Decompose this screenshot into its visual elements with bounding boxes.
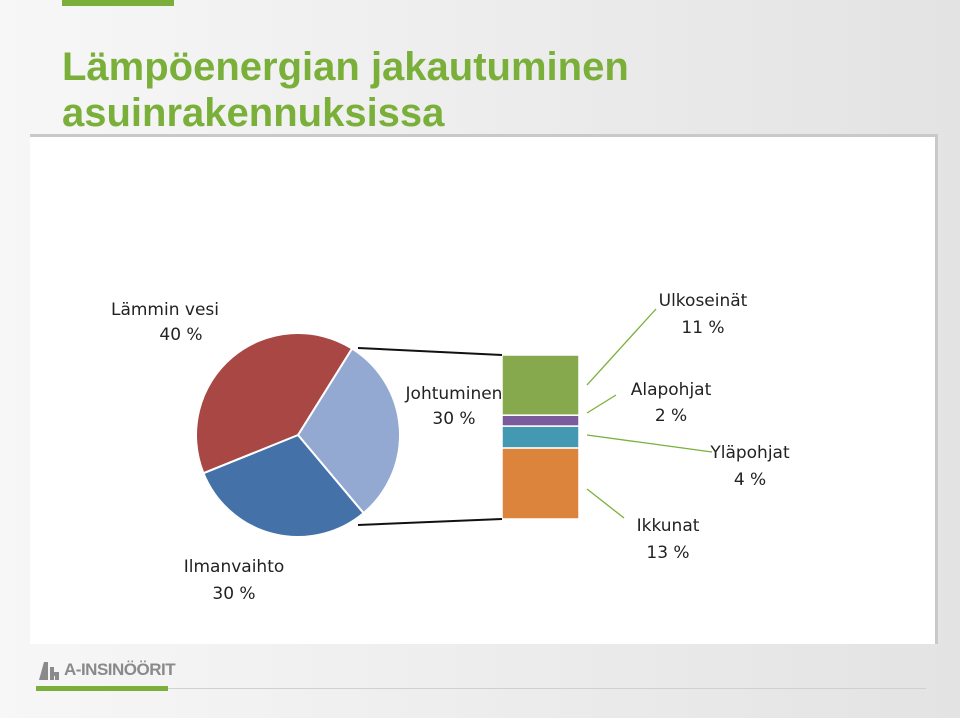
title-line-2: asuinrakennuksissa — [62, 91, 445, 135]
pie-group — [195, 332, 401, 538]
chart-area: Lämmin vesi 40 % Johtuminen 30 % Ilmanva… — [30, 134, 938, 644]
label-ilmanvaihto-value: 30 % — [212, 584, 255, 604]
company-logo: A-INSINÖÖRIT — [38, 658, 176, 682]
logo-text: A-INSINÖÖRIT — [64, 660, 176, 679]
bar-of-pie-chart: Lämmin vesi 40 % Johtuminen 30 % Ilmanva… — [111, 291, 790, 604]
connector-lines — [357, 347, 503, 526]
label-alapohjat-name: Alapohjat — [631, 380, 712, 400]
label-johtuminen-value: 30 % — [432, 409, 475, 429]
label-ilmanvaihto-name: Ilmanvaihto — [184, 557, 285, 577]
top-accent-bar — [62, 0, 174, 6]
label-ikkunat-value: 13 % — [646, 543, 689, 563]
leader-ylapohjat — [586, 434, 713, 453]
label-ikkunat-name: Ikkunat — [637, 516, 700, 536]
bar-segment-ulkoseinat — [501, 354, 580, 416]
bar-segment-ylapohjat — [501, 425, 580, 449]
bar-segment-ikkunat — [501, 447, 580, 520]
leader-ikkunat — [586, 488, 625, 519]
pie-slice-ilmanvaihto — [202, 433, 365, 538]
leader-ulkoseinat — [586, 308, 657, 386]
title-line-1: Lämpöenergian jakautuminen — [62, 45, 629, 89]
footer-divider — [36, 688, 926, 689]
pie-slice-lammin-vesi — [195, 332, 354, 475]
label-ylapohjat-value: 4 % — [734, 470, 766, 490]
slide-title: Lämpöenergian jakautuminen asuinrakennuk… — [62, 44, 822, 136]
label-ulkoseinat-name: Ulkoseinät — [659, 291, 748, 311]
connector-bottom — [357, 518, 503, 526]
connector-top — [357, 347, 503, 356]
label-lammin-vesi-name: Lämmin vesi — [111, 300, 219, 320]
data-labels: Lämmin vesi 40 % Johtuminen 30 % Ilmanva… — [111, 291, 790, 604]
bar-group — [501, 354, 580, 520]
bar-segment-alapohjat — [501, 414, 580, 427]
label-lammin-vesi-value: 40 % — [159, 325, 202, 345]
leader-alapohjat — [586, 394, 617, 414]
label-johtuminen-name: Johtuminen — [405, 384, 503, 404]
footer-accent-bar — [36, 686, 168, 691]
pie-slice-johtuminen — [296, 347, 401, 515]
label-alapohjat-value: 2 % — [655, 406, 687, 426]
leader-lines — [586, 308, 713, 519]
label-ulkoseinat-value: 11 % — [681, 318, 724, 338]
label-ylapohjat-name: Yläpohjat — [709, 443, 790, 463]
logo-mark-icon — [39, 662, 59, 680]
